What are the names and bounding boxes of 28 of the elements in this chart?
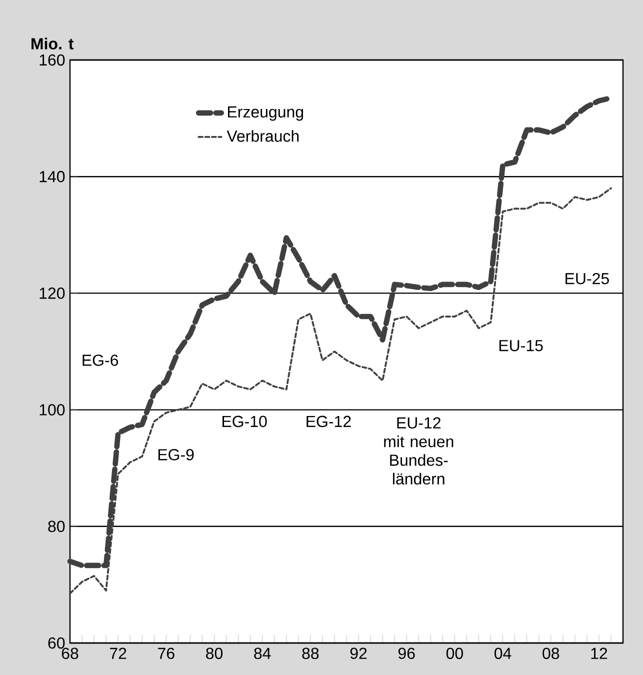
x-tick-label: 00	[446, 648, 463, 660]
legend-label: Verbrauch	[226, 130, 299, 142]
x-tick-label: 88	[302, 648, 319, 660]
annotation: EU-12 mit neuen Bundes-ländern	[384, 417, 454, 485]
y-tick-label: 80	[48, 520, 65, 532]
x-tick-label: 80	[206, 648, 223, 660]
y-tick-label: 160	[40, 54, 65, 66]
x-tick-label: 92	[350, 648, 367, 660]
y-axis-title: Mio. t	[32, 38, 74, 50]
annotation: EG-6	[82, 354, 118, 366]
annotation: EG-12	[306, 416, 351, 428]
x-tick-label: 04	[494, 648, 512, 660]
x-tick-label: 76	[158, 648, 174, 660]
annotation: EU-15	[499, 340, 543, 352]
legend-label: Erzeugung	[228, 106, 304, 121]
y-tick-label: 120	[40, 288, 65, 299]
x-tick-label: 68	[62, 648, 78, 660]
x-tick-label: 84	[254, 648, 271, 660]
y-tick-label: 140	[40, 170, 65, 182]
annotation: EU-25	[566, 272, 609, 284]
x-tick-label: 08	[542, 648, 560, 660]
x-tick-label: 96	[398, 648, 415, 660]
x-tick-label: 12	[591, 648, 608, 659]
annotation: EG-9	[158, 449, 194, 460]
y-tick-label: 60	[48, 637, 65, 649]
x-tick-label: 72	[110, 648, 126, 659]
y-tick-label: 100	[40, 404, 65, 416]
annotation: EG-10	[222, 416, 267, 428]
